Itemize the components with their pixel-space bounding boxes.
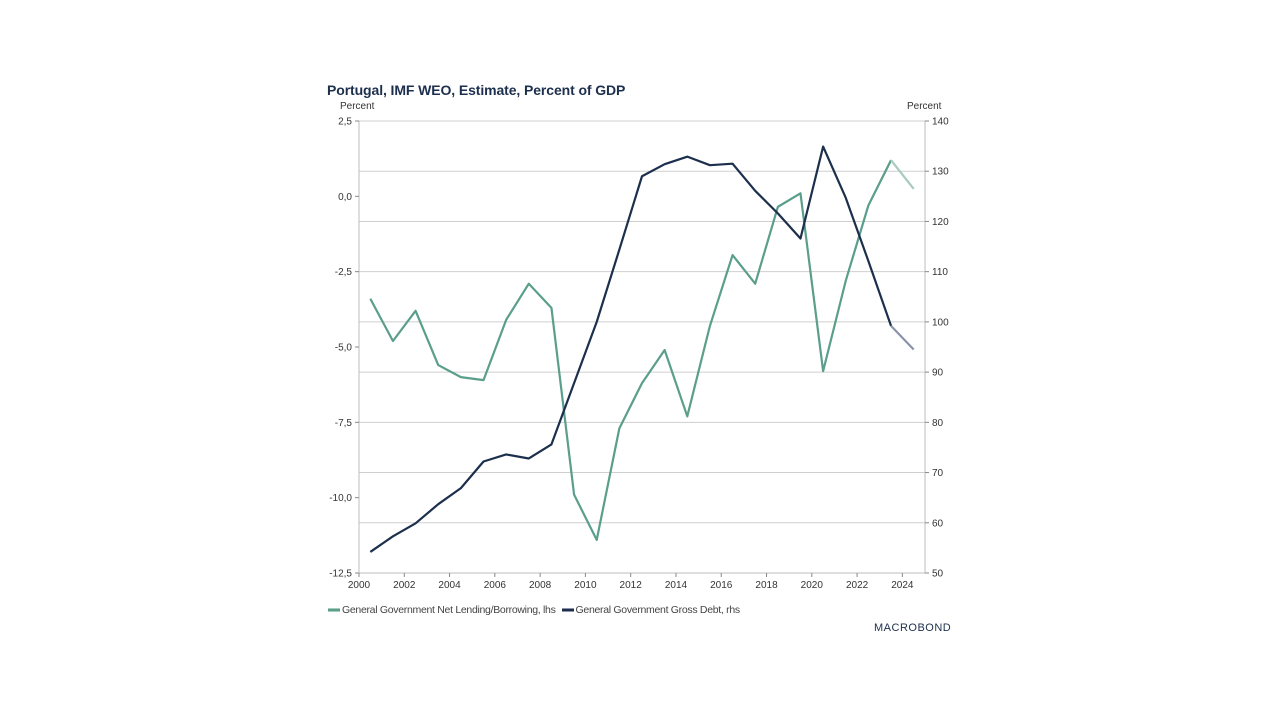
right-tick-label: 50 [932, 569, 944, 580]
right-tick-label: 110 [932, 267, 948, 278]
left-tick-label: -2,5 [335, 267, 353, 278]
series-line-net-lending [369, 159, 893, 541]
x-tick-label: 2000 [348, 580, 371, 591]
left-tick-label: -7,5 [335, 418, 353, 429]
right-tick-label: 100 [932, 317, 949, 328]
right-tick-label: 70 [932, 468, 944, 479]
right-tick-label: 60 [932, 518, 944, 529]
series-lines [369, 145, 915, 553]
left-axis-label: Percent [340, 101, 375, 112]
x-tick-label: 2002 [393, 580, 416, 591]
x-tick-label: 2020 [801, 580, 824, 591]
series-line-gross-debt [369, 145, 893, 553]
right-axis-label: Percent [907, 101, 942, 112]
x-tick-label: 2022 [846, 580, 869, 591]
left-tick-label: -12,5 [329, 569, 352, 580]
legend-swatch-net-lending [328, 608, 340, 612]
right-tick-label: 130 [932, 167, 949, 178]
legend-label-net-lending: General Government Net Lending/Borrowing… [342, 604, 556, 616]
left-tick-label: -5,0 [335, 343, 353, 354]
x-tick-label: 2016 [710, 580, 733, 591]
x-tick-label: 2024 [891, 580, 914, 591]
left-tick-label: -10,0 [329, 493, 352, 504]
right-tick-label: 80 [932, 418, 944, 429]
left-tick-label: 0,0 [338, 192, 352, 203]
legend-label-gross-debt: General Government Gross Debt, rhs [575, 604, 741, 616]
macrobond-logo: MACROBOND [874, 622, 952, 634]
legend-swatch-gross-debt [561, 608, 574, 612]
x-tick-label: 2004 [438, 580, 461, 591]
gridlines [359, 120, 925, 574]
x-tick-label: 2014 [665, 580, 688, 591]
series-forecast-gross-debt [890, 325, 915, 351]
x-tick-label: 2012 [620, 580, 643, 591]
chart-title: Portugal, IMF WEO, Estimate, Percent of … [327, 82, 626, 98]
x-tick-label: 2008 [529, 580, 552, 591]
right-tick-label: 140 [932, 117, 949, 128]
series-forecast-net-lending [890, 159, 915, 190]
left-tick-label: 2,5 [338, 117, 352, 128]
legend-item-net-lending[interactable]: General Government Net Lending/Borrowing… [328, 604, 556, 616]
legend-item-gross-debt[interactable]: General Government Gross Debt, rhs [561, 604, 741, 616]
x-tick-label: 2018 [755, 580, 778, 591]
x-tick-label: 2006 [484, 580, 507, 591]
legend: General Government Net Lending/Borrowing… [328, 604, 740, 616]
x-tick-label: 2010 [574, 580, 597, 591]
right-tick-label: 120 [932, 217, 949, 228]
right-tick-label: 90 [932, 368, 944, 379]
axes: 2,5 0,0 -2,5 -5,0 -7,5 -10,0 -12,5 140 130 120 110… [329, 117, 949, 592]
